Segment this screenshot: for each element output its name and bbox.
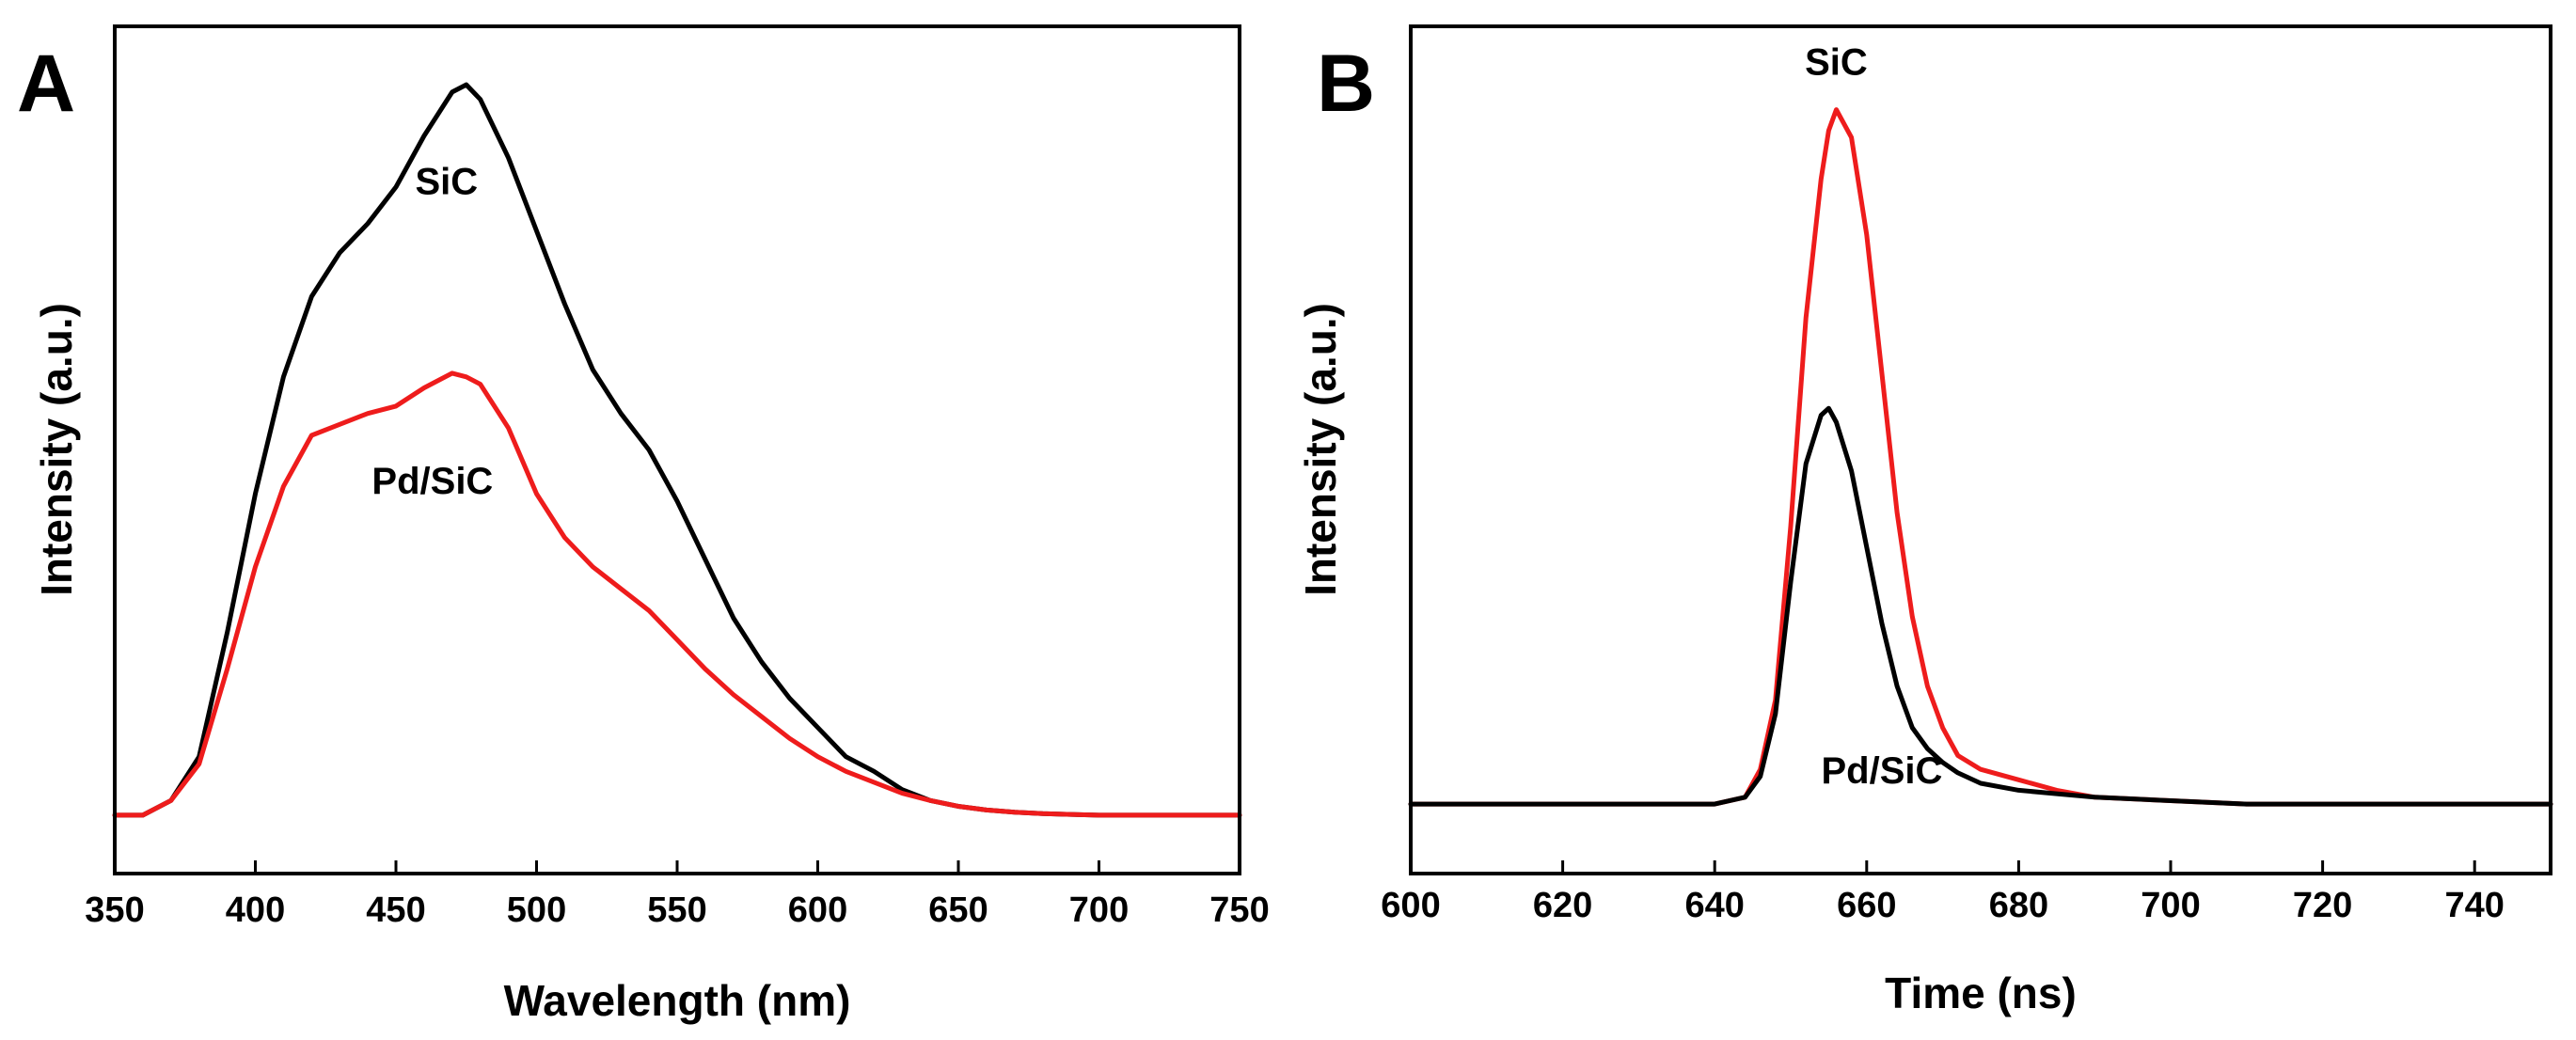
panel-b-series-labels: SiC Pd/SiC	[1805, 42, 1942, 792]
panel-a-x-tick-label: 350	[85, 890, 144, 930]
panel-a-x-tick-label: 500	[507, 890, 566, 930]
panel-a-x-tick-label: 550	[647, 890, 706, 930]
panel-a-x-tick-label: 450	[366, 890, 425, 930]
panel-a-series-labels: SiC Pd/SiC	[371, 162, 493, 502]
panel-b-line-pd-sic	[1408, 405, 2553, 807]
panel-a-x-tick-label: 750	[1209, 890, 1269, 930]
panel-a-x-tick-label: 600	[788, 890, 847, 930]
panel-b-x-tick-label: 740	[2444, 886, 2504, 925]
panel-a-x-axis-title: Wavelength (nm)	[504, 976, 851, 1025]
panel-b-x-tick-label: 700	[2141, 886, 2200, 925]
panel-b-x-tick-label: 680	[1989, 886, 2048, 925]
panel-b-x-tick-label: 720	[2293, 886, 2352, 925]
panel-a-line-sic	[112, 82, 1242, 818]
panel-a-x-tick-label: 700	[1069, 890, 1129, 930]
panel-a-y-axis-title: Intensity (a.u.)	[32, 303, 81, 596]
panel-b-label-sic: SiC	[1805, 42, 1868, 84]
panel-b-x-tick-label: 640	[1684, 886, 1744, 925]
panel-b-x-tick-label: 600	[1381, 886, 1440, 925]
panel-b: B 600 620 640 660 680 700 720 740 SiC Pd/SiC Tim…	[1296, 24, 2553, 1017]
panel-b-x-tick-label: 620	[1533, 886, 1592, 925]
panel-b-plot-frame	[1409, 24, 2552, 875]
panel-a-label-sic: SiC	[415, 162, 478, 203]
panel-a-letter: A	[17, 39, 75, 129]
panel-a-series	[112, 82, 1242, 818]
panel-b-line-sic	[1408, 107, 2553, 807]
panel-a: A 350 400 450 500 550 600 650 700 750 SiCPd/SiC …	[17, 24, 1270, 1025]
panel-a-x-tick-label: 650	[928, 890, 988, 930]
panel-b-letter: B	[1317, 39, 1375, 129]
panel-b-label-pd-sic: Pd/SiC	[1822, 750, 1943, 792]
panel-b-x-axis-title: Time (ns)	[1885, 969, 2077, 1017]
panel-b-y-axis-title: Intensity (a.u.)	[1296, 303, 1345, 596]
panel-a-line-pd-sic	[112, 370, 1242, 818]
panel-b-x-tick-label: 660	[1837, 886, 1896, 925]
panel-b-series	[1408, 107, 2553, 807]
panel-a-plot-frame	[113, 24, 1241, 875]
panel-a-x-tick-label: 400	[226, 890, 285, 930]
panel-a-label-pd-sic: Pd/SiC	[371, 461, 493, 502]
panel-b-x-ticks: 600 620 640 660 680 700 720 740	[1381, 860, 2505, 925]
panel-a-x-ticks: 350 400 450 500 550 600 650 700 750	[85, 860, 1270, 930]
